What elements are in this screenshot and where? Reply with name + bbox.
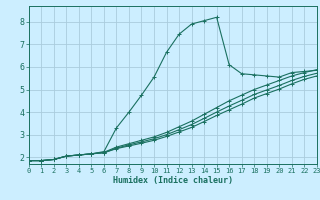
- X-axis label: Humidex (Indice chaleur): Humidex (Indice chaleur): [113, 176, 233, 185]
